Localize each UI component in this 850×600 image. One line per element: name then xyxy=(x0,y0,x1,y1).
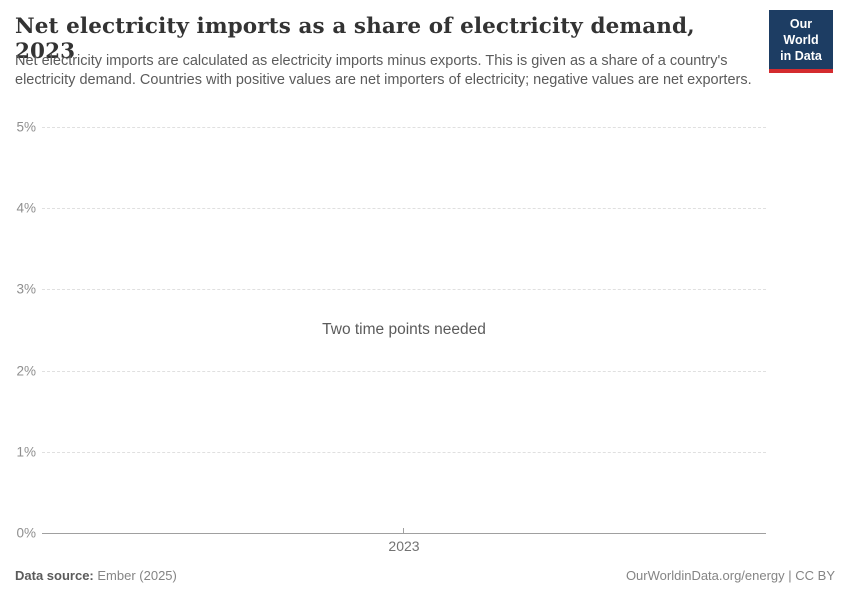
x-axis-line xyxy=(42,533,766,534)
y-axis-tick-label: 1% xyxy=(16,444,36,460)
owid-logo-line2: in Data xyxy=(780,49,822,63)
gridline xyxy=(42,370,766,372)
no-data-message: Two time points needed xyxy=(322,321,486,338)
y-axis-tick-label: 3% xyxy=(16,281,36,297)
owid-logo[interactable]: Our World in Data xyxy=(769,10,833,73)
gridline xyxy=(42,208,766,210)
chart-plot-area: 5% 4% 3% 2% 1% 0% Two time points needed… xyxy=(15,120,766,554)
data-source-label: Data source: xyxy=(15,568,94,583)
y-axis-tick-label: 2% xyxy=(16,363,36,379)
owid-credit-link[interactable]: OurWorldinData.org/energy | CC BY xyxy=(625,568,835,583)
x-axis-tick-label: 2023 xyxy=(388,538,420,554)
gridline xyxy=(42,289,766,291)
y-axis-tick-label: 5% xyxy=(16,119,36,135)
gridline xyxy=(42,127,766,128)
y-axis-tick-label: 4% xyxy=(16,200,36,216)
chart-subtitle: Net electricity imports are calculated a… xyxy=(15,53,752,88)
data-source: Data source: Ember (2025) xyxy=(15,568,177,583)
x-axis-tick xyxy=(403,528,404,533)
gridline xyxy=(42,451,766,453)
owid-logo-line1: Our World xyxy=(783,17,819,47)
y-axis-tick-label: 0% xyxy=(16,525,36,541)
logo-red-bar xyxy=(769,69,833,73)
page-title: Net electricity imports as a share of el… xyxy=(15,14,695,64)
chart-footer: Data source: Ember (2025) OurWorldinData… xyxy=(15,568,835,583)
data-source-value: Ember (2025) xyxy=(97,568,177,583)
